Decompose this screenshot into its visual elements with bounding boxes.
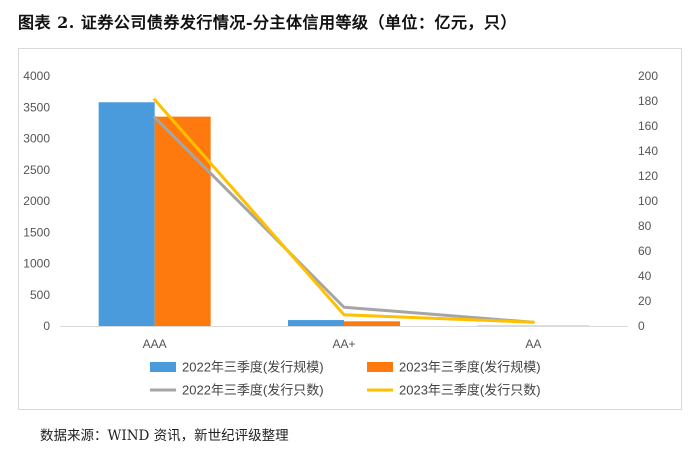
x-axis-category-label-0: AAA [143,337,167,351]
y2-axis-tick-label-4: 80 [638,219,652,233]
y2-axis-tick-label-9: 180 [638,94,658,108]
y-axis-tick-label-4: 2000 [23,194,50,208]
y2-axis-tick-label-10: 200 [638,69,658,83]
data-source-note: 数据来源：WIND 资讯，新世纪评级整理 [40,428,289,444]
y2-axis-tick-label-0: 0 [638,319,645,333]
y-axis-tick-label-5: 2500 [23,163,50,177]
figure-title: 图表 2. 证券公司债券发行情况-分主体信用等级（单位：亿元，只） [18,13,517,32]
y-axis-tick-label-3: 1500 [23,225,50,239]
bar-2022-aaa [98,102,155,326]
y2-axis-tick-label-2: 40 [638,269,652,283]
legend-label-0: 2022年三季度(发行规模) [182,360,324,375]
x-axis-category-label-1: AA+ [332,337,355,351]
y2-axis-tick-label-8: 160 [638,119,658,133]
y2-axis-tick-label-3: 60 [638,244,652,258]
y2-axis-tick-label-5: 100 [638,194,658,208]
legend-label-2: 2022年三季度(发行只数) [182,383,324,398]
y2-axis-tick-label-7: 140 [638,144,658,158]
line-2022-count [153,115,535,324]
legend-swatch-0 [150,362,176,372]
y-axis-tick-label-0: 0 [43,319,50,333]
bar-2022-aaplus [288,320,344,326]
line-2023-count [153,98,535,324]
x-axis-category-label-2: AA [525,337,541,351]
bar-2023-aaplus [344,321,400,326]
legend-label-1: 2023年三季度(发行规模) [399,360,541,375]
bar-2023-aaa [154,116,211,326]
chart-frame [18,48,682,410]
y-axis-tick-label-2: 1000 [23,257,50,271]
y-axis-tick-label-7: 3500 [23,100,50,114]
y-axis-tick-label-6: 3000 [23,132,50,146]
y-axis-tick-label-8: 4000 [23,69,50,83]
y2-axis-tick-label-1: 20 [638,294,652,308]
y2-axis-tick-label-6: 120 [638,169,658,183]
y-axis-tick-label-1: 500 [30,288,50,302]
legend-label-3: 2023年三季度(发行只数) [399,383,541,398]
legend-swatch-1 [367,362,393,372]
